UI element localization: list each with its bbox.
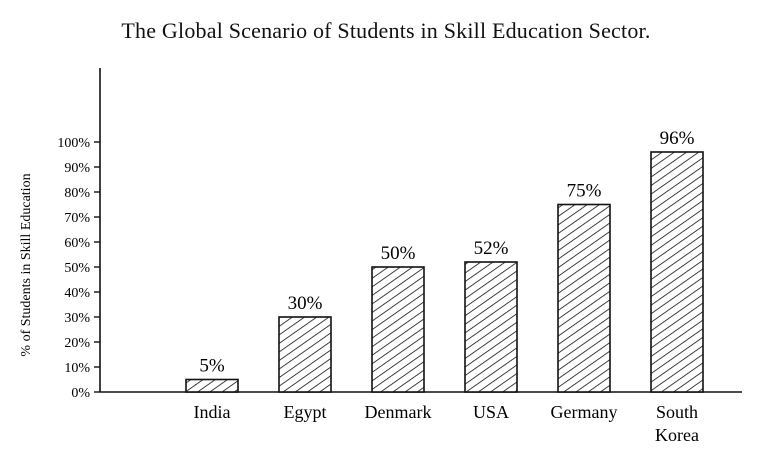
y-tick-label: 0% xyxy=(71,386,90,401)
x-category-label: USA xyxy=(473,402,509,422)
data-label: 52% xyxy=(474,238,509,259)
bar xyxy=(278,316,332,393)
bar xyxy=(557,203,611,393)
bar xyxy=(464,261,518,393)
x-category-label: India xyxy=(194,402,231,422)
y-tick-label: 40% xyxy=(64,286,90,301)
x-category-label: Korea xyxy=(655,425,699,445)
bar xyxy=(185,378,239,393)
chart-title: The Global Scenario of Students in Skill… xyxy=(121,18,651,43)
x-category-label: South xyxy=(656,402,698,422)
y-tick-label: 30% xyxy=(64,311,90,326)
y-tick-label: 10% xyxy=(64,361,90,376)
x-category-label: Egypt xyxy=(284,402,327,422)
y-tick-label: 60% xyxy=(64,236,90,251)
y-tick-label: 50% xyxy=(64,261,90,276)
y-tick-label: 90% xyxy=(64,161,90,176)
bar xyxy=(650,151,704,393)
y-tick-label: 70% xyxy=(64,211,90,226)
x-category-label: Germany xyxy=(551,402,618,422)
data-label: 96% xyxy=(660,128,695,149)
bar xyxy=(371,266,425,393)
x-category-label: Denmark xyxy=(365,402,432,422)
y-tick-label: 20% xyxy=(64,336,90,351)
y-axis-label: % of Students in Skill Education xyxy=(19,173,34,356)
y-tick-label: 80% xyxy=(64,186,90,201)
data-label: 5% xyxy=(199,356,225,377)
data-label: 75% xyxy=(567,181,602,202)
data-label: 30% xyxy=(288,293,323,314)
y-tick-label: 100% xyxy=(57,136,90,151)
data-label: 50% xyxy=(381,243,416,264)
